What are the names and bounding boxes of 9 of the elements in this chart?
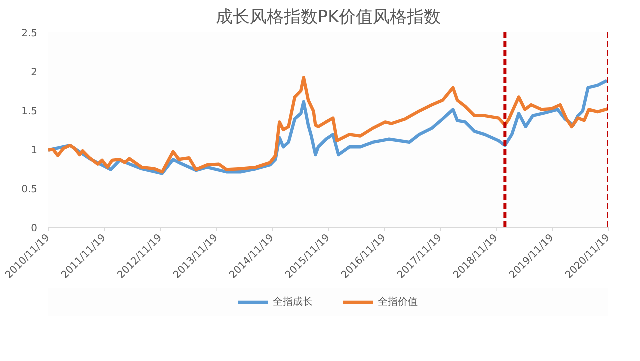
y-tick-label: 1: [31, 146, 38, 156]
legend-label: 全指成长: [273, 296, 313, 309]
chart-title: 成长风格指数PK价值风格指数: [216, 8, 442, 28]
y-tick-label: 0: [31, 224, 38, 234]
y-tick-label: 1.5: [22, 106, 38, 118]
legend-label: 全指价值: [378, 296, 418, 309]
y-tick-label: 2.5: [22, 28, 38, 40]
y-tick-label: 0.5: [22, 184, 38, 196]
y-tick-label: 2: [31, 68, 38, 78]
